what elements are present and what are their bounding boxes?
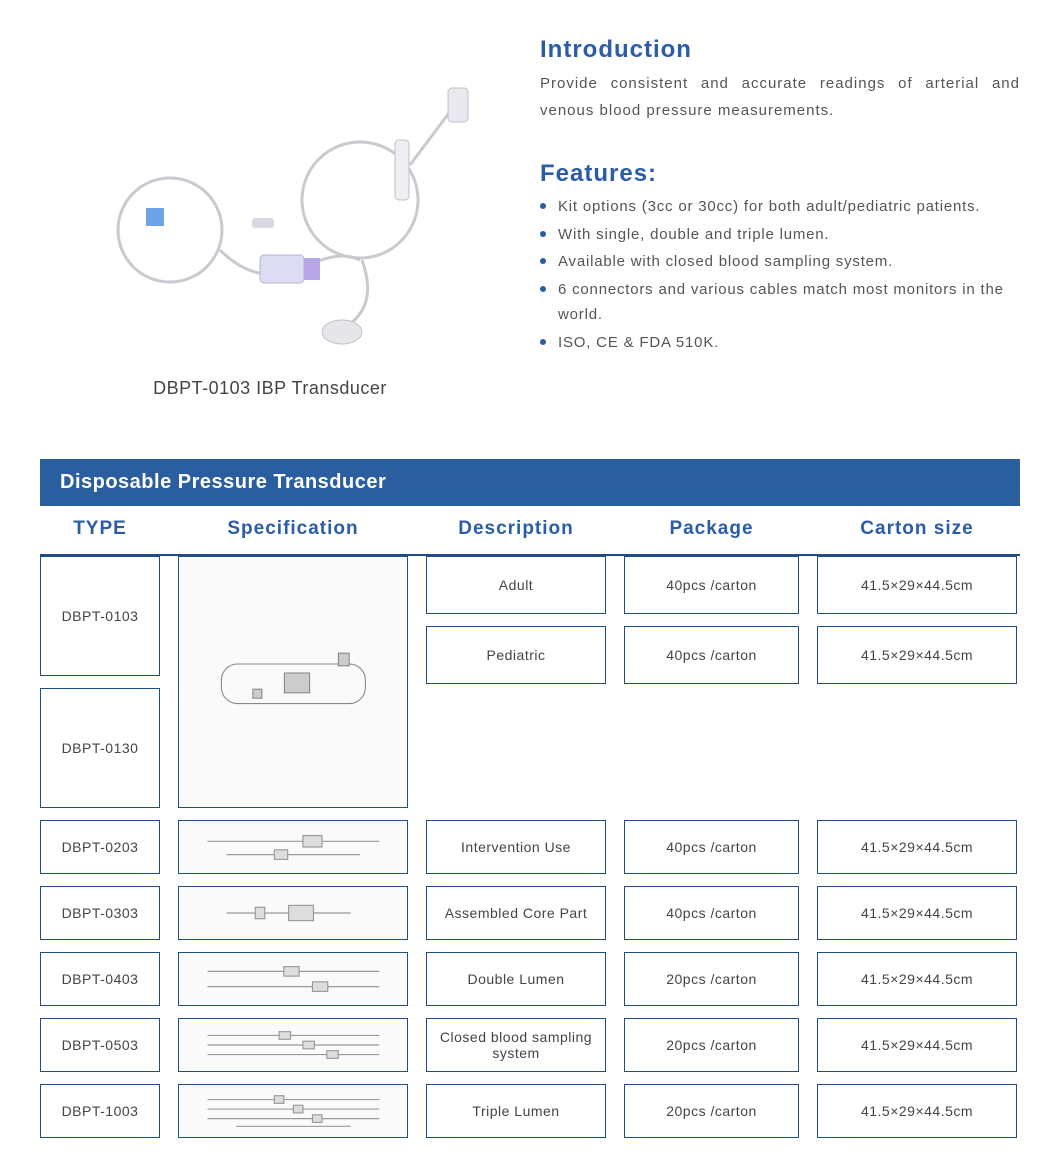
cell-pkg: 20pcs /carton xyxy=(624,1084,799,1138)
cell-type: DBPT-0203 xyxy=(40,820,160,874)
cell-carton: 41.5×29×44.5cm xyxy=(817,626,1017,684)
cell-pkg: 40pcs /carton xyxy=(624,886,799,940)
cell-carton: 41.5×29×44.5cm xyxy=(817,1084,1017,1138)
cell-desc: Pediatric xyxy=(426,626,606,684)
cell-carton: 41.5×29×44.5cm xyxy=(817,1018,1017,1072)
cell-type: DBPT-0103 xyxy=(40,556,160,676)
col-header-carton: Carton size xyxy=(817,518,1017,540)
cell-pkg: 40pcs /carton xyxy=(624,820,799,874)
features-list: Kit options (3cc or 30cc) for both adult… xyxy=(540,194,1020,355)
top-section: DBPT-0103 IBP Transducer Introduction Pr… xyxy=(40,30,1020,399)
cell-spec xyxy=(178,1084,408,1138)
cell-desc: Double Lumen xyxy=(426,952,606,1006)
cell-type: DBPT-0130 xyxy=(40,688,160,808)
cell-carton: 41.5×29×44.5cm xyxy=(817,820,1017,874)
cell-carton: 41.5×29×44.5cm xyxy=(817,886,1017,940)
cell-desc: Closed blood sampling system xyxy=(426,1018,606,1072)
cell-type: DBPT-1003 xyxy=(40,1084,160,1138)
product-image-column: DBPT-0103 IBP Transducer xyxy=(40,30,500,399)
spec-table-section: Disposable Pressure Transducer TYPE Spec… xyxy=(40,459,1020,1138)
cell-carton: 41.5×29×44.5cm xyxy=(817,952,1017,1006)
table-row: DBPT-0403 Double Lumen 20pcs /carton 41.… xyxy=(40,952,1020,1006)
feature-item: 6 connectors and various cables match mo… xyxy=(540,277,1020,328)
cell-spec xyxy=(178,952,408,1006)
cell-type: DBPT-0403 xyxy=(40,952,160,1006)
introduction-text: Provide consistent and accurate readings… xyxy=(540,70,1020,124)
table-title-bar: Disposable Pressure Transducer xyxy=(40,459,1020,506)
table-column-headers: TYPE Specification Description Package C… xyxy=(40,506,1020,556)
table-row: DBPT-0503 Closed blood sampling system 2… xyxy=(40,1018,1020,1072)
cell-spec xyxy=(178,1018,408,1072)
info-column: Introduction Provide consistent and accu… xyxy=(540,30,1020,399)
col-header-desc: Description xyxy=(426,518,606,540)
feature-item: Kit options (3cc or 30cc) for both adult… xyxy=(540,194,1020,220)
table-row-pair: DBPT-0103 DBPT-0130 xyxy=(40,556,1020,808)
cell-desc: Triple Lumen xyxy=(426,1084,606,1138)
introduction-heading: Introduction xyxy=(540,36,1020,64)
feature-item: ISO, CE & FDA 510K. xyxy=(540,330,1020,356)
features-heading: Features: xyxy=(540,160,1020,188)
cell-pkg: 40pcs /carton xyxy=(624,626,799,684)
cell-desc: Assembled Core Part xyxy=(426,886,606,940)
col-header-pkg: Package xyxy=(624,518,799,540)
cell-spec xyxy=(178,820,408,874)
cell-pkg: 40pcs /carton xyxy=(624,556,799,614)
cell-spec xyxy=(178,886,408,940)
product-caption: DBPT-0103 IBP Transducer xyxy=(153,378,387,399)
cell-type: DBPT-0503 xyxy=(40,1018,160,1072)
cell-spec xyxy=(178,556,408,808)
cell-carton: 41.5×29×44.5cm xyxy=(817,556,1017,614)
table-row: DBPT-1003 Triple Lumen 20pcs /carton 41.… xyxy=(40,1084,1020,1138)
feature-item: With single, double and triple lumen. xyxy=(540,222,1020,248)
cell-pkg: 20pcs /carton xyxy=(624,952,799,1006)
product-image xyxy=(60,60,480,360)
feature-item: Available with closed blood sampling sys… xyxy=(540,249,1020,275)
table-rows: DBPT-0103 DBPT-0130 xyxy=(40,556,1020,1138)
table-row: DBPT-0303 Assembled Core Part 40pcs /car… xyxy=(40,886,1020,940)
cell-pkg: 20pcs /carton xyxy=(624,1018,799,1072)
table-row: DBPT-0203 Intervention Use 40pcs /carton… xyxy=(40,820,1020,874)
cell-desc: Intervention Use xyxy=(426,820,606,874)
cell-desc: Adult xyxy=(426,556,606,614)
col-header-spec: Specification xyxy=(178,518,408,540)
col-header-type: TYPE xyxy=(40,518,160,540)
cell-type: DBPT-0303 xyxy=(40,886,160,940)
